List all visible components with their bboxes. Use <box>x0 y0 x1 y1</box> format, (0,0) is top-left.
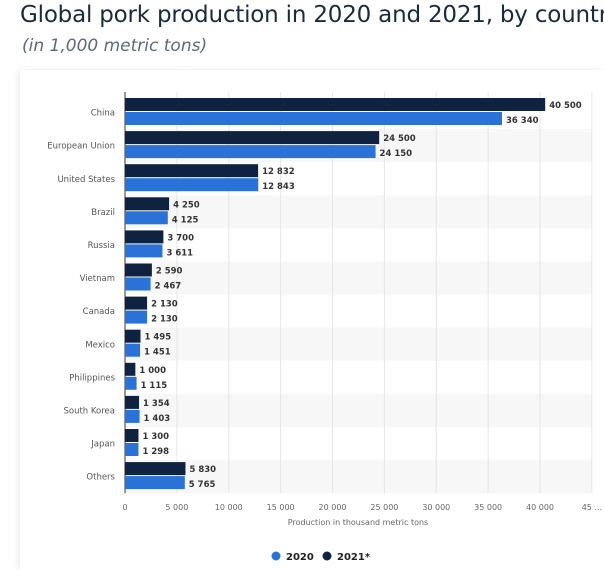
bar-2020 <box>125 310 148 324</box>
chart-subtitle: (in 1,000 metric tons) <box>22 36 208 56</box>
value-label-2021: 1 300 <box>142 432 169 442</box>
x-tick-label: 10 000 <box>215 503 243 512</box>
legend-marker-2020 <box>271 551 281 561</box>
value-label-2020: 36 340 <box>506 116 539 126</box>
x-tick-label: 5 000 <box>165 503 188 512</box>
x-tick-label: 25 000 <box>370 503 398 512</box>
bar-2021 <box>125 230 164 244</box>
bar-2020 <box>125 376 137 390</box>
value-label-2021: 24 500 <box>383 134 416 144</box>
bar-2020 <box>125 211 168 225</box>
legend-label-2021: 2021* <box>337 552 371 563</box>
bar-2021 <box>125 164 259 178</box>
value-label-2020: 5 765 <box>189 480 216 490</box>
category-label: Russia <box>88 241 115 251</box>
bar-2021 <box>125 462 186 476</box>
row-band <box>125 261 592 295</box>
x-axis-title: Production in thousand metric tons <box>288 518 428 527</box>
category-label: Canada <box>83 307 115 317</box>
bar-2020 <box>125 244 163 258</box>
bar-2020 <box>125 409 140 423</box>
category-label: China <box>91 109 115 119</box>
bar-2021 <box>125 296 148 310</box>
value-label-2021: 40 500 <box>549 101 582 111</box>
bar-2021 <box>125 429 139 442</box>
value-label-2020: 1 403 <box>144 414 171 424</box>
category-label: Philippines <box>69 373 115 383</box>
x-tick-label: 45 ... <box>582 503 602 512</box>
value-label-2020: 1 451 <box>144 348 171 358</box>
value-label-2020: 12 843 <box>262 182 295 192</box>
value-label-2021: 4 250 <box>173 200 200 210</box>
value-label-2021: 2 130 <box>151 300 178 310</box>
row-band <box>125 460 592 494</box>
bar-2020 <box>125 443 139 456</box>
chart-title: Global pork production in 2020 and 2021,… <box>20 2 604 28</box>
bar-2021 <box>125 395 140 409</box>
value-label-2020: 1 298 <box>142 447 169 457</box>
category-label: Mexico <box>85 340 115 350</box>
legend-marker-2021 <box>322 551 332 561</box>
x-tick-label: 35 000 <box>474 503 502 512</box>
category-label: Brazil <box>91 208 115 218</box>
category-label: United States <box>57 175 115 185</box>
bar-2021 <box>125 98 546 111</box>
value-label-2021: 1 354 <box>143 399 170 409</box>
value-label-2021: 1 000 <box>139 366 166 376</box>
bar-2021 <box>125 329 141 343</box>
x-tick-label: 15 000 <box>267 503 295 512</box>
bar-2021 <box>125 197 170 211</box>
value-label-2020: 4 125 <box>172 215 199 225</box>
category-label: Vietnam <box>80 274 115 284</box>
bar-2020 <box>125 476 185 490</box>
value-label-2021: 12 832 <box>262 167 295 177</box>
value-label-2020: 1 115 <box>141 381 168 391</box>
bar-2020 <box>125 145 376 159</box>
row-band <box>125 195 592 229</box>
row-band <box>125 393 592 427</box>
category-label: Others <box>86 473 115 483</box>
bar-2020 <box>125 277 151 291</box>
bar-2021 <box>125 263 152 277</box>
category-label: Japan <box>90 440 115 450</box>
bar-2020 <box>125 112 503 125</box>
x-tick-label: 20 000 <box>319 503 347 512</box>
value-label-2021: 1 495 <box>145 333 172 343</box>
value-label-2021: 5 830 <box>189 465 216 475</box>
value-label-2021: 2 590 <box>156 267 183 277</box>
bar-2020 <box>125 343 141 357</box>
category-label: South Korea <box>63 406 115 416</box>
value-label-2021: 3 700 <box>167 233 194 243</box>
x-tick-label: 0 <box>122 503 127 512</box>
bar-2021 <box>125 362 136 376</box>
bar-2021 <box>125 131 380 145</box>
legend-label-2020: 2020 <box>286 552 314 563</box>
category-label: European Union <box>47 142 115 152</box>
value-label-2020: 3 611 <box>166 248 193 258</box>
x-tick-label: 40 000 <box>526 503 554 512</box>
value-label-2020: 2 130 <box>151 315 178 325</box>
value-label-2020: 24 150 <box>380 149 413 159</box>
value-label-2020: 2 467 <box>155 282 182 292</box>
x-tick-label: 30 000 <box>422 503 450 512</box>
row-band <box>125 327 592 361</box>
bar-2020 <box>125 178 259 192</box>
